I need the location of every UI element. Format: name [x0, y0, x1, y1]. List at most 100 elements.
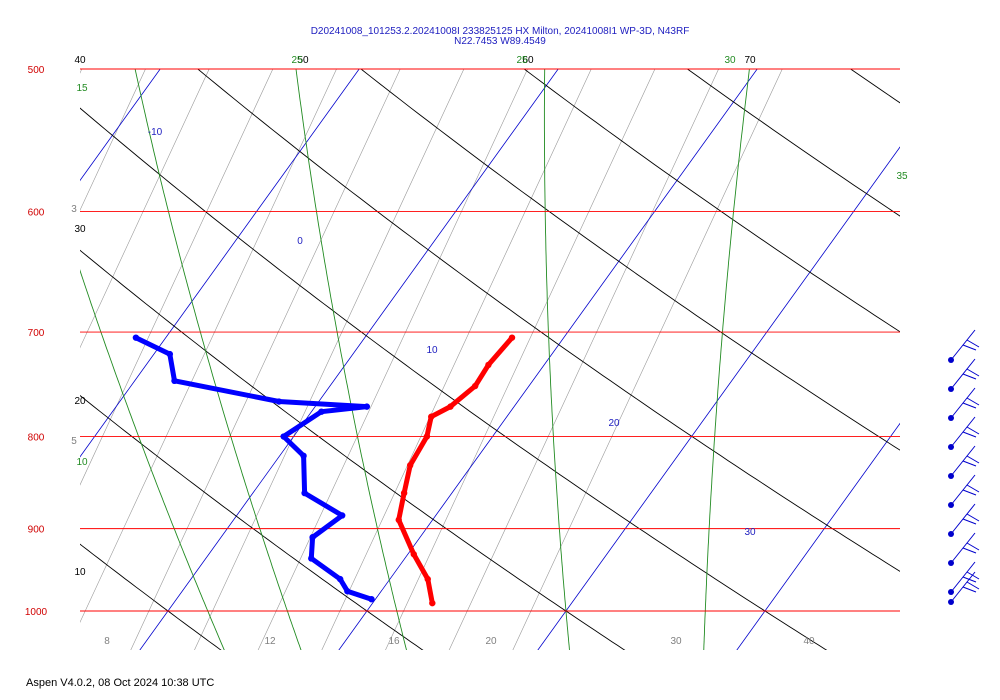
temperature-tick-label: 20 — [485, 636, 497, 647]
wind-barb — [948, 387, 980, 421]
temperature-point — [406, 462, 414, 469]
isotherm-line — [0, 0, 21, 686]
wind-barb — [948, 474, 980, 508]
pressure-label: 900 — [28, 525, 45, 536]
dry-adiabat-line — [80, 394, 424, 650]
dry-adiabat-label: 70 — [744, 55, 756, 66]
dry-adiabat-line — [197, 69, 900, 572]
dry-adiabat-line — [523, 69, 900, 333]
mixing-ratio-line — [80, 69, 146, 211]
pressure-label: 800 — [28, 433, 45, 444]
dewpoint-point — [368, 595, 375, 603]
dewpoint-point — [339, 512, 346, 519]
mixing-ratio-line — [80, 69, 210, 349]
dewpoint-point — [344, 588, 351, 595]
temperature-tick-label: 12 — [264, 636, 276, 647]
dry-adiabat-line — [80, 543, 222, 650]
moist-adiabat-line — [134, 69, 302, 650]
temperature-point — [485, 361, 492, 369]
sounding-profiles — [132, 334, 516, 607]
mixing-ratio-line — [512, 69, 783, 650]
temperature-point — [395, 516, 402, 524]
moist-adiabat-label: 25 — [291, 55, 303, 66]
isotherm-label: 20 — [608, 418, 620, 429]
temperature-tick-label: 8 — [104, 636, 110, 647]
isotherm-label: 30 — [744, 527, 756, 538]
isotherm-line — [537, 146, 900, 650]
mixing-ratio-line — [80, 69, 83, 74]
software-footer: Aspen V4.0.2, 08 Oct 2024 10:38 UTC — [26, 677, 215, 689]
bottom-temperature-ticks: 8 12 16 20 30 40 — [104, 636, 815, 647]
moist-adiabat-line — [80, 269, 225, 650]
isotherm-line — [80, 69, 360, 458]
wind-barb — [948, 416, 980, 450]
dry-adiabat-label: 50 — [297, 55, 309, 66]
temperature-point — [447, 403, 454, 410]
mixing-ratio-line — [80, 69, 337, 623]
mixing-ratio-label: 3 — [71, 204, 77, 215]
moist-adiabat-label: 35 — [896, 171, 908, 182]
wind-barbs — [948, 329, 980, 605]
temperature-point — [471, 382, 479, 390]
temperature-point — [410, 551, 417, 558]
dry-adiabat-label: 20 — [74, 396, 86, 407]
dry-adiabat-line — [80, 107, 828, 650]
dry-adiabat-line — [686, 69, 900, 217]
mixing-ratio-line — [385, 69, 656, 650]
temperature-point — [428, 413, 435, 420]
dry-adiabat-line — [80, 249, 626, 650]
moist-adiabat-line — [295, 69, 407, 650]
wind-barb — [948, 358, 980, 392]
temperature-point — [424, 575, 431, 583]
temperature-profile — [396, 335, 515, 606]
dewpoint-point — [363, 403, 371, 410]
moist-adiabat-label: 10 — [76, 457, 88, 468]
dewpoint-point — [309, 534, 316, 541]
mixing-ratio-line — [80, 69, 274, 486]
dewpoint-point — [166, 350, 174, 358]
mixing-ratio-line — [130, 69, 401, 650]
wind-barb — [948, 532, 980, 566]
isotherm-line — [80, 69, 161, 182]
wind-barb — [948, 503, 980, 537]
moist-adiabat-line — [0, 0, 92, 686]
dry-adiabat-line — [849, 69, 900, 104]
moist-adiabat-line — [703, 69, 750, 650]
dewpoint-point — [300, 452, 307, 460]
mixing-ratio-lines — [80, 69, 783, 650]
isobar-lines — [80, 68, 900, 612]
pressure-label: 500 — [28, 65, 45, 76]
isotherm-line — [338, 69, 758, 650]
moist-adiabat-label: 30 — [724, 55, 736, 66]
temperature-tick-label: 30 — [670, 636, 682, 647]
dewpoint-point — [301, 489, 308, 497]
temperature-tick-label: 16 — [388, 636, 400, 647]
moist-adiabat-line — [543, 69, 570, 650]
temperature-point — [508, 334, 516, 341]
temperature-tick-label: 40 — [803, 636, 815, 647]
dewpoint-point — [336, 575, 344, 583]
dry-adiabat-label: 40 — [74, 55, 86, 66]
moist-adiabat-label: 15 — [76, 83, 88, 94]
dry-adiabat-label: 10 — [74, 567, 86, 578]
chart-title-line1: D20241008_101253.2.20241008I 233825125 H… — [311, 26, 690, 37]
pressure-label: 700 — [28, 328, 45, 339]
mixing-ratio-label: 5 — [71, 436, 77, 447]
mixing-ratio-line — [194, 69, 465, 650]
isotherm-label: -10 — [148, 127, 163, 138]
chart-title-line2: N22.7453 W89.4549 — [454, 36, 546, 47]
dewpoint-point — [308, 555, 315, 562]
temperature-point — [423, 433, 431, 440]
pressure-label: 1000 — [25, 607, 48, 618]
pressure-labels: 500 600 700 800 900 1000 — [25, 65, 48, 618]
isotherm-line — [910, 0, 1000, 686]
dewpoint-point — [171, 377, 178, 385]
temperature-point — [400, 489, 408, 497]
mixing-ratio-line — [321, 69, 592, 650]
dewpoint-point — [280, 433, 287, 440]
dewpoint-point — [132, 334, 140, 341]
dewpoint-point — [275, 398, 283, 405]
